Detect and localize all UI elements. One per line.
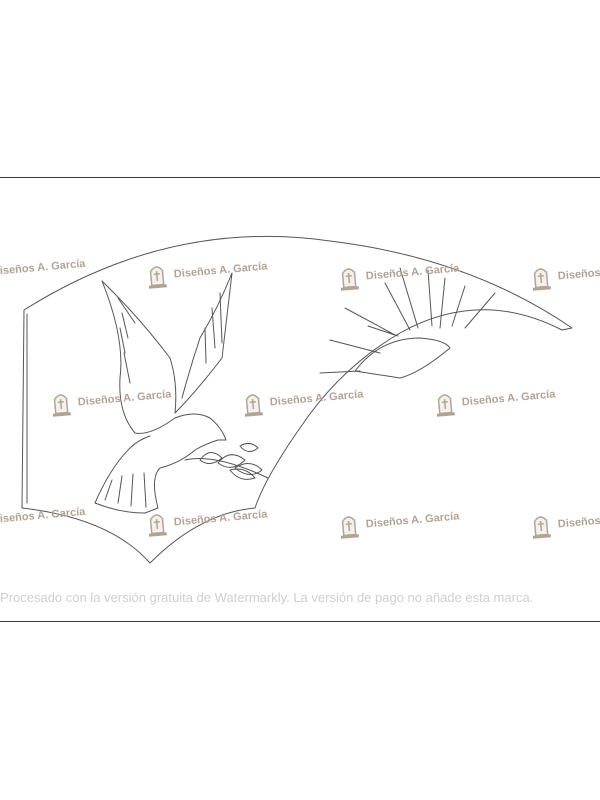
watermark-text: Diseños A. García — [365, 510, 460, 531]
tombstone-cross-icon — [148, 266, 167, 289]
tombstone-cross-icon — [340, 268, 359, 291]
watermark-tile: Diseños A. García — [241, 381, 365, 418]
tombstone-cross-icon — [340, 516, 359, 539]
tombstone-cross-icon — [532, 268, 551, 291]
watermark-text: Diseños A. García — [173, 260, 268, 281]
tombstone-cross-icon — [148, 514, 167, 537]
tombstone-cross-icon — [436, 394, 455, 417]
watermark-tile: Diseños A. García — [529, 255, 600, 292]
watermark-text: Diseños A. García — [269, 388, 364, 409]
watermark-text: Diseños A. García — [365, 262, 460, 283]
tombstone-cross-icon — [244, 394, 263, 417]
dove-icon — [94, 272, 233, 514]
watermark-tile: Diseños A. García — [145, 253, 269, 290]
watermark-tile: Diseños A. García — [529, 503, 600, 540]
tombstone-cross-icon — [52, 394, 71, 417]
watermark-tile: Diseños A. García — [337, 255, 461, 292]
rising-sun-icon — [319, 267, 496, 379]
watermark-tile: Diseños A. García — [337, 503, 461, 540]
olive-branch-icon — [184, 442, 269, 480]
watermark-tile: Diseños A. García — [433, 381, 557, 418]
artwork-panel: Diseños A. García Diseños A. García Dise… — [0, 177, 600, 622]
watermark-text: Diseños A. García — [557, 262, 600, 283]
watermark-tile: Diseños A. García — [145, 501, 269, 538]
watermarkly-notice: Procesado con la versión gratuita de Wat… — [0, 590, 534, 605]
tombstone-cross-icon — [532, 516, 551, 539]
watermark-text: Diseños A. García — [461, 388, 556, 409]
watermark-text: Diseños A. García — [77, 388, 172, 409]
watermark-tile: Diseños A. García — [49, 381, 173, 418]
watermark-text: Diseños A. García — [173, 508, 268, 529]
fan-outline — [21, 235, 573, 564]
dove-and-sun-cutout-drawing — [21, 235, 573, 564]
watermark-text: Diseños A. García — [557, 510, 600, 531]
